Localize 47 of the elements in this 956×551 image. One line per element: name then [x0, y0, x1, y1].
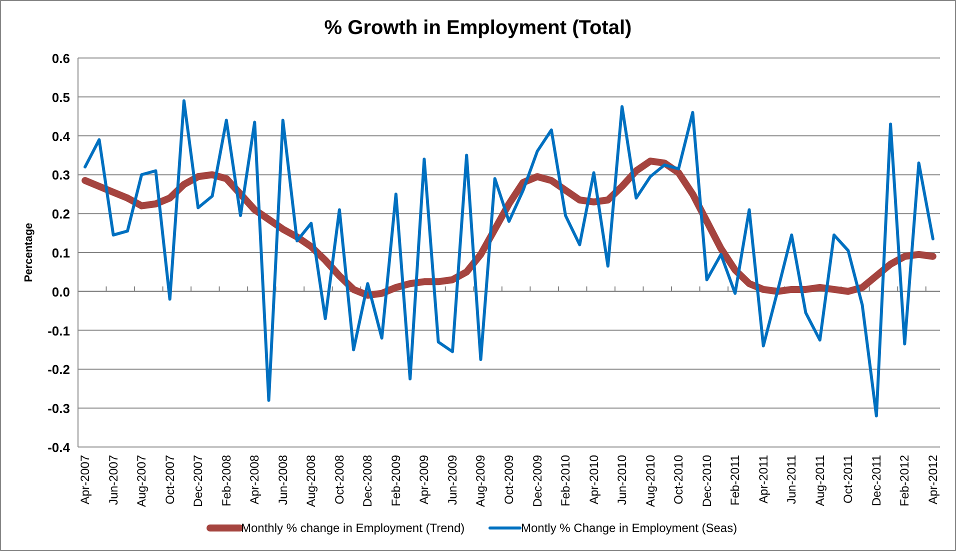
x-tick-label: Feb-2009: [388, 454, 403, 506]
y-tick-label: 0.4: [52, 128, 71, 144]
x-tick-label: Apr-2012: [926, 454, 940, 504]
y-tick-label: -0.3: [48, 401, 70, 416]
chart-title: % Growth in Employment (Total): [324, 17, 632, 39]
legend-label: Monthly % change in Employment (Trend): [241, 521, 465, 535]
line-series: [84, 99, 934, 418]
x-tick-label: Dec-2009: [530, 454, 544, 508]
y-tick-label: -0.4: [48, 440, 71, 455]
x-tick-label: Aug-2008: [304, 454, 318, 508]
x-tick-label: Aug-2009: [474, 454, 488, 508]
x-tick-label: Aug-2007: [134, 454, 149, 508]
x-tick-label: Feb-2008: [219, 454, 234, 506]
x-tick-label: Dec-2011: [869, 454, 884, 506]
x-tick-label: Oct-2011: [841, 454, 856, 504]
y-tick-label: 0.3: [52, 168, 70, 183]
y-axis-title: Percentage: [23, 222, 35, 282]
y-tick-label: -0.1: [48, 323, 70, 338]
x-tick-label: Jun-2008: [276, 454, 290, 506]
x-tick-label: Dec-2008: [360, 454, 375, 508]
x-tick-label: Feb-2012: [898, 454, 912, 506]
x-tick-label: Oct-2008: [332, 454, 346, 504]
x-tick-label: Dec-2010: [700, 454, 714, 508]
x-tick-label: Oct-2010: [672, 454, 686, 504]
x-tick-label: Apr-2007: [78, 454, 92, 504]
x-tick-label: Oct-2009: [502, 454, 516, 504]
x-tick-label: Jun-2009: [445, 454, 460, 506]
legend-label: Montly % Change in Employment (Seas): [521, 521, 738, 535]
x-tick-label: Jun-2010: [615, 454, 630, 506]
x-tick-label: Apr-2009: [417, 454, 432, 504]
x-tick-label: Dec-2007: [191, 454, 206, 508]
x-tick-label: Apr-2008: [248, 454, 262, 504]
y-tick-label: -0.2: [48, 362, 70, 378]
x-tick-label: Aug-2011: [812, 454, 827, 506]
x-tick-label: Aug-2010: [643, 454, 658, 508]
x-tick-label: Apr-2010: [586, 454, 601, 504]
y-tick-label: 0.6: [52, 51, 70, 66]
y-tick-label: 0.0: [52, 284, 70, 300]
y-tick-label: 0.1: [52, 246, 70, 260]
x-tick-label: Feb-2010: [558, 454, 573, 506]
x-tick-label: Feb-2011: [728, 454, 742, 506]
x-tick-label: Apr-2011: [756, 454, 770, 504]
x-tick-label: Jun-2011: [784, 454, 799, 504]
y-tick-label: 0.5: [52, 90, 70, 105]
x-tick-label: Oct-2007: [162, 454, 177, 504]
y-tick-label: 0.2: [52, 206, 70, 222]
x-tick-label: Jun-2007: [106, 454, 120, 506]
